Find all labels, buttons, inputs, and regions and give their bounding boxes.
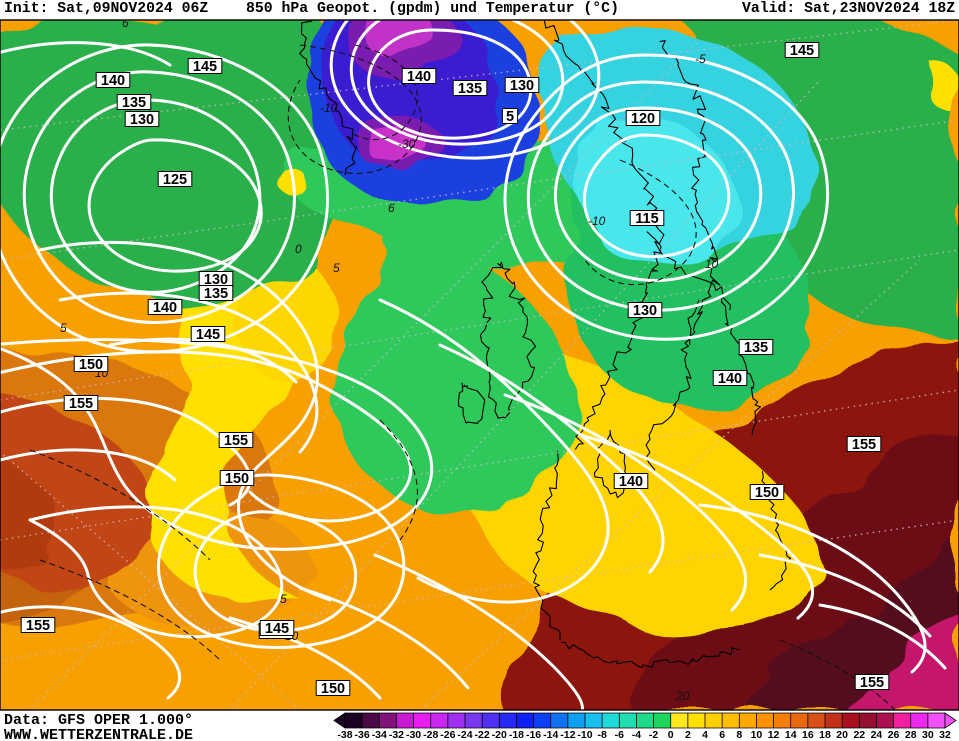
svg-text:-22: -22 — [475, 729, 490, 741]
svg-text:-36: -36 — [355, 729, 370, 741]
svg-text:-6: -6 — [615, 729, 624, 741]
svg-text:-34: -34 — [372, 729, 387, 741]
svg-text:-20: -20 — [492, 729, 507, 741]
svg-text:22: 22 — [853, 729, 865, 741]
svg-text:10: 10 — [705, 257, 719, 271]
svg-text:140: 140 — [153, 300, 177, 316]
svg-text:-30: -30 — [398, 137, 416, 151]
svg-text:5: 5 — [333, 261, 340, 275]
svg-text:-4: -4 — [632, 729, 641, 741]
svg-text:20: 20 — [836, 729, 848, 741]
svg-text:6: 6 — [719, 729, 725, 741]
svg-text:155: 155 — [224, 433, 248, 449]
svg-text:32: 32 — [939, 729, 951, 741]
svg-text:-14: -14 — [543, 729, 558, 741]
svg-text:115: 115 — [635, 211, 658, 227]
svg-text:135: 135 — [122, 95, 146, 111]
svg-text:12: 12 — [768, 729, 780, 741]
svg-text:8: 8 — [736, 729, 742, 741]
svg-text:5: 5 — [60, 321, 67, 335]
svg-text:-18: -18 — [509, 729, 524, 741]
svg-text:150: 150 — [755, 485, 779, 501]
svg-text:150: 150 — [225, 471, 249, 487]
svg-text:16: 16 — [802, 729, 814, 741]
svg-text:125: 125 — [163, 172, 187, 188]
svg-text:130: 130 — [510, 78, 534, 94]
svg-text:30: 30 — [922, 729, 934, 741]
svg-text:5: 5 — [280, 592, 287, 606]
svg-text:-10: -10 — [577, 729, 592, 741]
svg-text:130: 130 — [633, 303, 657, 319]
svg-text:-28: -28 — [423, 729, 438, 741]
svg-text:140: 140 — [619, 474, 643, 490]
svg-text:26: 26 — [888, 729, 900, 741]
svg-text:6: 6 — [122, 16, 129, 30]
svg-text:145: 145 — [265, 621, 289, 637]
svg-text:145: 145 — [196, 327, 220, 343]
svg-text:-32: -32 — [389, 729, 404, 741]
svg-text:140: 140 — [407, 69, 431, 85]
svg-text:130: 130 — [130, 112, 154, 128]
svg-text:135: 135 — [744, 340, 768, 356]
svg-text:-30: -30 — [406, 729, 421, 741]
svg-text:145: 145 — [193, 59, 217, 75]
svg-text:24: 24 — [871, 729, 883, 741]
svg-text:140: 140 — [718, 371, 742, 387]
svg-text:2: 2 — [685, 729, 691, 741]
svg-text:150: 150 — [321, 681, 345, 697]
svg-text:120: 120 — [631, 111, 655, 127]
svg-text:0: 0 — [668, 729, 674, 741]
svg-text:155: 155 — [852, 437, 876, 453]
svg-text:-26: -26 — [440, 729, 455, 741]
svg-text:140: 140 — [101, 73, 125, 89]
svg-text:155: 155 — [860, 675, 884, 691]
svg-text:14: 14 — [785, 729, 797, 741]
svg-text:150: 150 — [79, 357, 103, 373]
svg-text:-24: -24 — [457, 729, 472, 741]
svg-text:-38: -38 — [337, 729, 352, 741]
svg-text:18: 18 — [819, 729, 831, 741]
svg-text:28: 28 — [905, 729, 917, 741]
svg-text:135: 135 — [204, 286, 228, 302]
svg-text:6: 6 — [388, 201, 395, 215]
svg-text:-10: -10 — [588, 214, 606, 228]
svg-text:-10: -10 — [320, 101, 338, 115]
svg-text:-5: -5 — [695, 52, 706, 66]
svg-text:135: 135 — [458, 81, 482, 97]
svg-text:10: 10 — [751, 729, 763, 741]
svg-text:145: 145 — [790, 43, 814, 59]
svg-text:-12: -12 — [560, 729, 575, 741]
svg-text:-8: -8 — [597, 729, 606, 741]
svg-text:-2: -2 — [649, 729, 658, 741]
svg-text:5: 5 — [506, 109, 514, 125]
svg-text:20: 20 — [675, 689, 690, 703]
svg-text:155: 155 — [69, 396, 93, 412]
svg-text:0: 0 — [295, 242, 302, 256]
svg-text:4: 4 — [702, 729, 708, 741]
svg-text:-16: -16 — [526, 729, 541, 741]
svg-text:155: 155 — [26, 618, 50, 634]
